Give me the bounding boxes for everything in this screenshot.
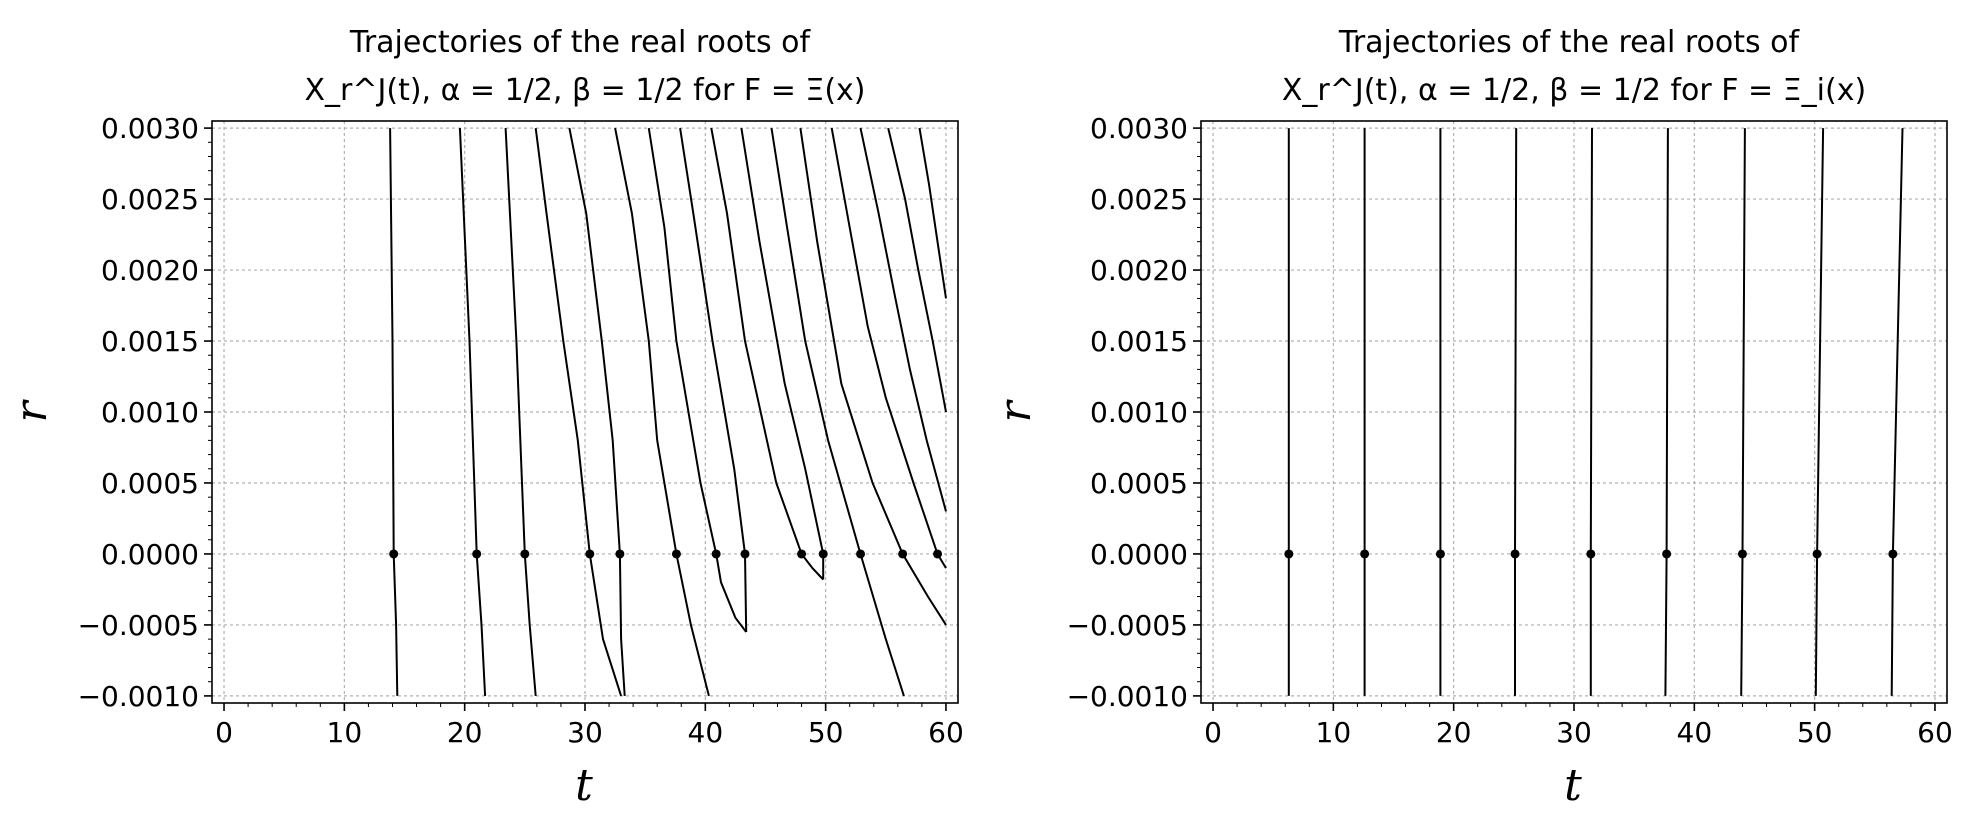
left-y-tick-label: 0.0025 [101,183,199,216]
left-plot-frame [211,120,959,704]
left-root-marker-10 [818,549,828,559]
left-trajectory-16 [918,127,947,299]
left-y-tick-label: 0.0030 [101,112,199,145]
left-root-marker-12 [898,549,908,559]
right-x-tick-label: 60 [1917,716,1953,749]
left-trajectory-6 [614,127,710,697]
left-x-tick-label: 30 [567,716,603,749]
left-y-tick-label: 0.0000 [101,538,199,571]
right-x-tick-label: 10 [1316,716,1352,749]
right-root-marker-2 [1360,549,1370,559]
right-y-tick-label: 0.0025 [1090,183,1188,216]
left-root-marker-3 [520,549,530,559]
left-root-marker-5 [615,549,625,559]
right-x-tick-label: 50 [1797,716,1833,749]
right-y-tick-label: −0.0005 [1067,609,1188,642]
right-series [1287,128,1904,696]
right-trajectory-8 [1814,128,1825,696]
right-y-tick-label: 0.0005 [1090,467,1188,500]
right-y-tick-label: 0.0020 [1090,254,1188,287]
left-chart-title-line1: Trajectories of the real roots of [349,25,812,60]
right-chart-title-line1: Trajectories of the real roots of [1338,25,1801,60]
right-y-tick-label: 0.0000 [1090,538,1188,571]
left-y-axis-label: r [6,399,57,423]
left-trajectory-2 [458,128,487,696]
left-trajectory-14 [859,127,947,512]
left-trajectory-4 [534,127,623,697]
right-chart-panel: Trajectories of the real roots of X_r^J(… [990,25,1953,811]
right-trajectory-4 [1514,128,1518,696]
right-ticks: 0 10 20 30 40 50 60 0.0030 0.0025 0.0020 0.0015 0.0… [1067,112,1953,749]
left-root-marker-6 [671,549,681,559]
right-root-markers [1284,549,1898,559]
left-trajectory-13 [830,127,947,569]
left-root-marker-11 [856,549,866,559]
right-x-tick-label: 0 [1204,716,1222,749]
left-trajectory-1 [389,128,399,696]
left-trajectory-15 [887,127,947,413]
left-trajectory-9 [710,127,824,581]
right-root-marker-3 [1435,549,1445,559]
right-y-tick-label: 0.0010 [1090,396,1188,429]
left-root-marker-8 [740,549,750,559]
right-x-tick-label: 20 [1436,716,1472,749]
right-root-marker-7 [1737,549,1747,559]
left-y-tick-label: −0.0005 [78,609,199,642]
right-grid [1201,121,1947,703]
right-x-tick-label: 40 [1677,716,1713,749]
right-y-tick-label: −0.0010 [1067,680,1188,713]
left-y-tick-label: 0.0005 [101,467,199,500]
right-y-tick-label: 0.0015 [1090,325,1188,358]
right-root-marker-5 [1586,549,1596,559]
left-x-tick-label: 0 [215,716,233,749]
right-root-marker-6 [1662,549,1672,559]
left-x-tick-label: 40 [688,716,724,749]
left-x-axis-label: t [575,760,593,811]
right-x-axis-label: t [1564,760,1582,811]
right-root-marker-1 [1284,549,1294,559]
left-ticks: 0 10 20 30 40 50 60 0.0030 0.0025 0.0020 0.0015 0.0… [78,112,964,749]
left-chart-panel: Trajectories of the real roots of X_r^J(… [6,25,964,811]
left-x-tick-label: 10 [327,716,363,749]
right-y-axis-label: r [990,399,1041,423]
left-trajectory-7 [647,127,747,633]
right-y-tick-label: 0.0030 [1090,112,1188,145]
right-root-marker-8 [1812,549,1822,559]
left-trajectory-5 [568,127,626,696]
left-y-tick-label: −0.0010 [78,680,199,713]
left-trajectory-12 [799,127,947,626]
left-root-marker-13 [933,549,943,559]
right-plot-frame [1200,120,1948,704]
right-x-tick-label: 30 [1556,716,1592,749]
left-x-tick-label: 60 [928,716,964,749]
right-root-marker-9 [1888,549,1898,559]
left-trajectory-8 [679,127,748,633]
left-y-tick-label: 0.0015 [101,325,199,358]
left-root-marker-7 [711,549,721,559]
left-y-tick-label: 0.0010 [101,396,199,429]
left-x-tick-label: 20 [447,716,483,749]
left-chart-title-line2: X_r^J(t), α = 1/2, β = 1/2 for F = Ξ(x) [305,73,866,108]
left-root-marker-4 [585,549,595,559]
left-root-marker-9 [797,549,807,559]
left-y-tick-label: 0.0020 [101,254,199,287]
left-x-tick-label: 50 [808,716,844,749]
left-root-marker-1 [389,549,399,559]
right-trajectory-5 [1589,128,1593,696]
right-root-marker-4 [1510,549,1520,559]
left-root-marker-2 [472,549,482,559]
right-chart-title-line2: X_r^J(t), α = 1/2, β = 1/2 for F = Ξ_i(x… [1282,73,1866,108]
left-trajectory-11 [770,127,905,697]
left-root-markers [389,549,943,559]
